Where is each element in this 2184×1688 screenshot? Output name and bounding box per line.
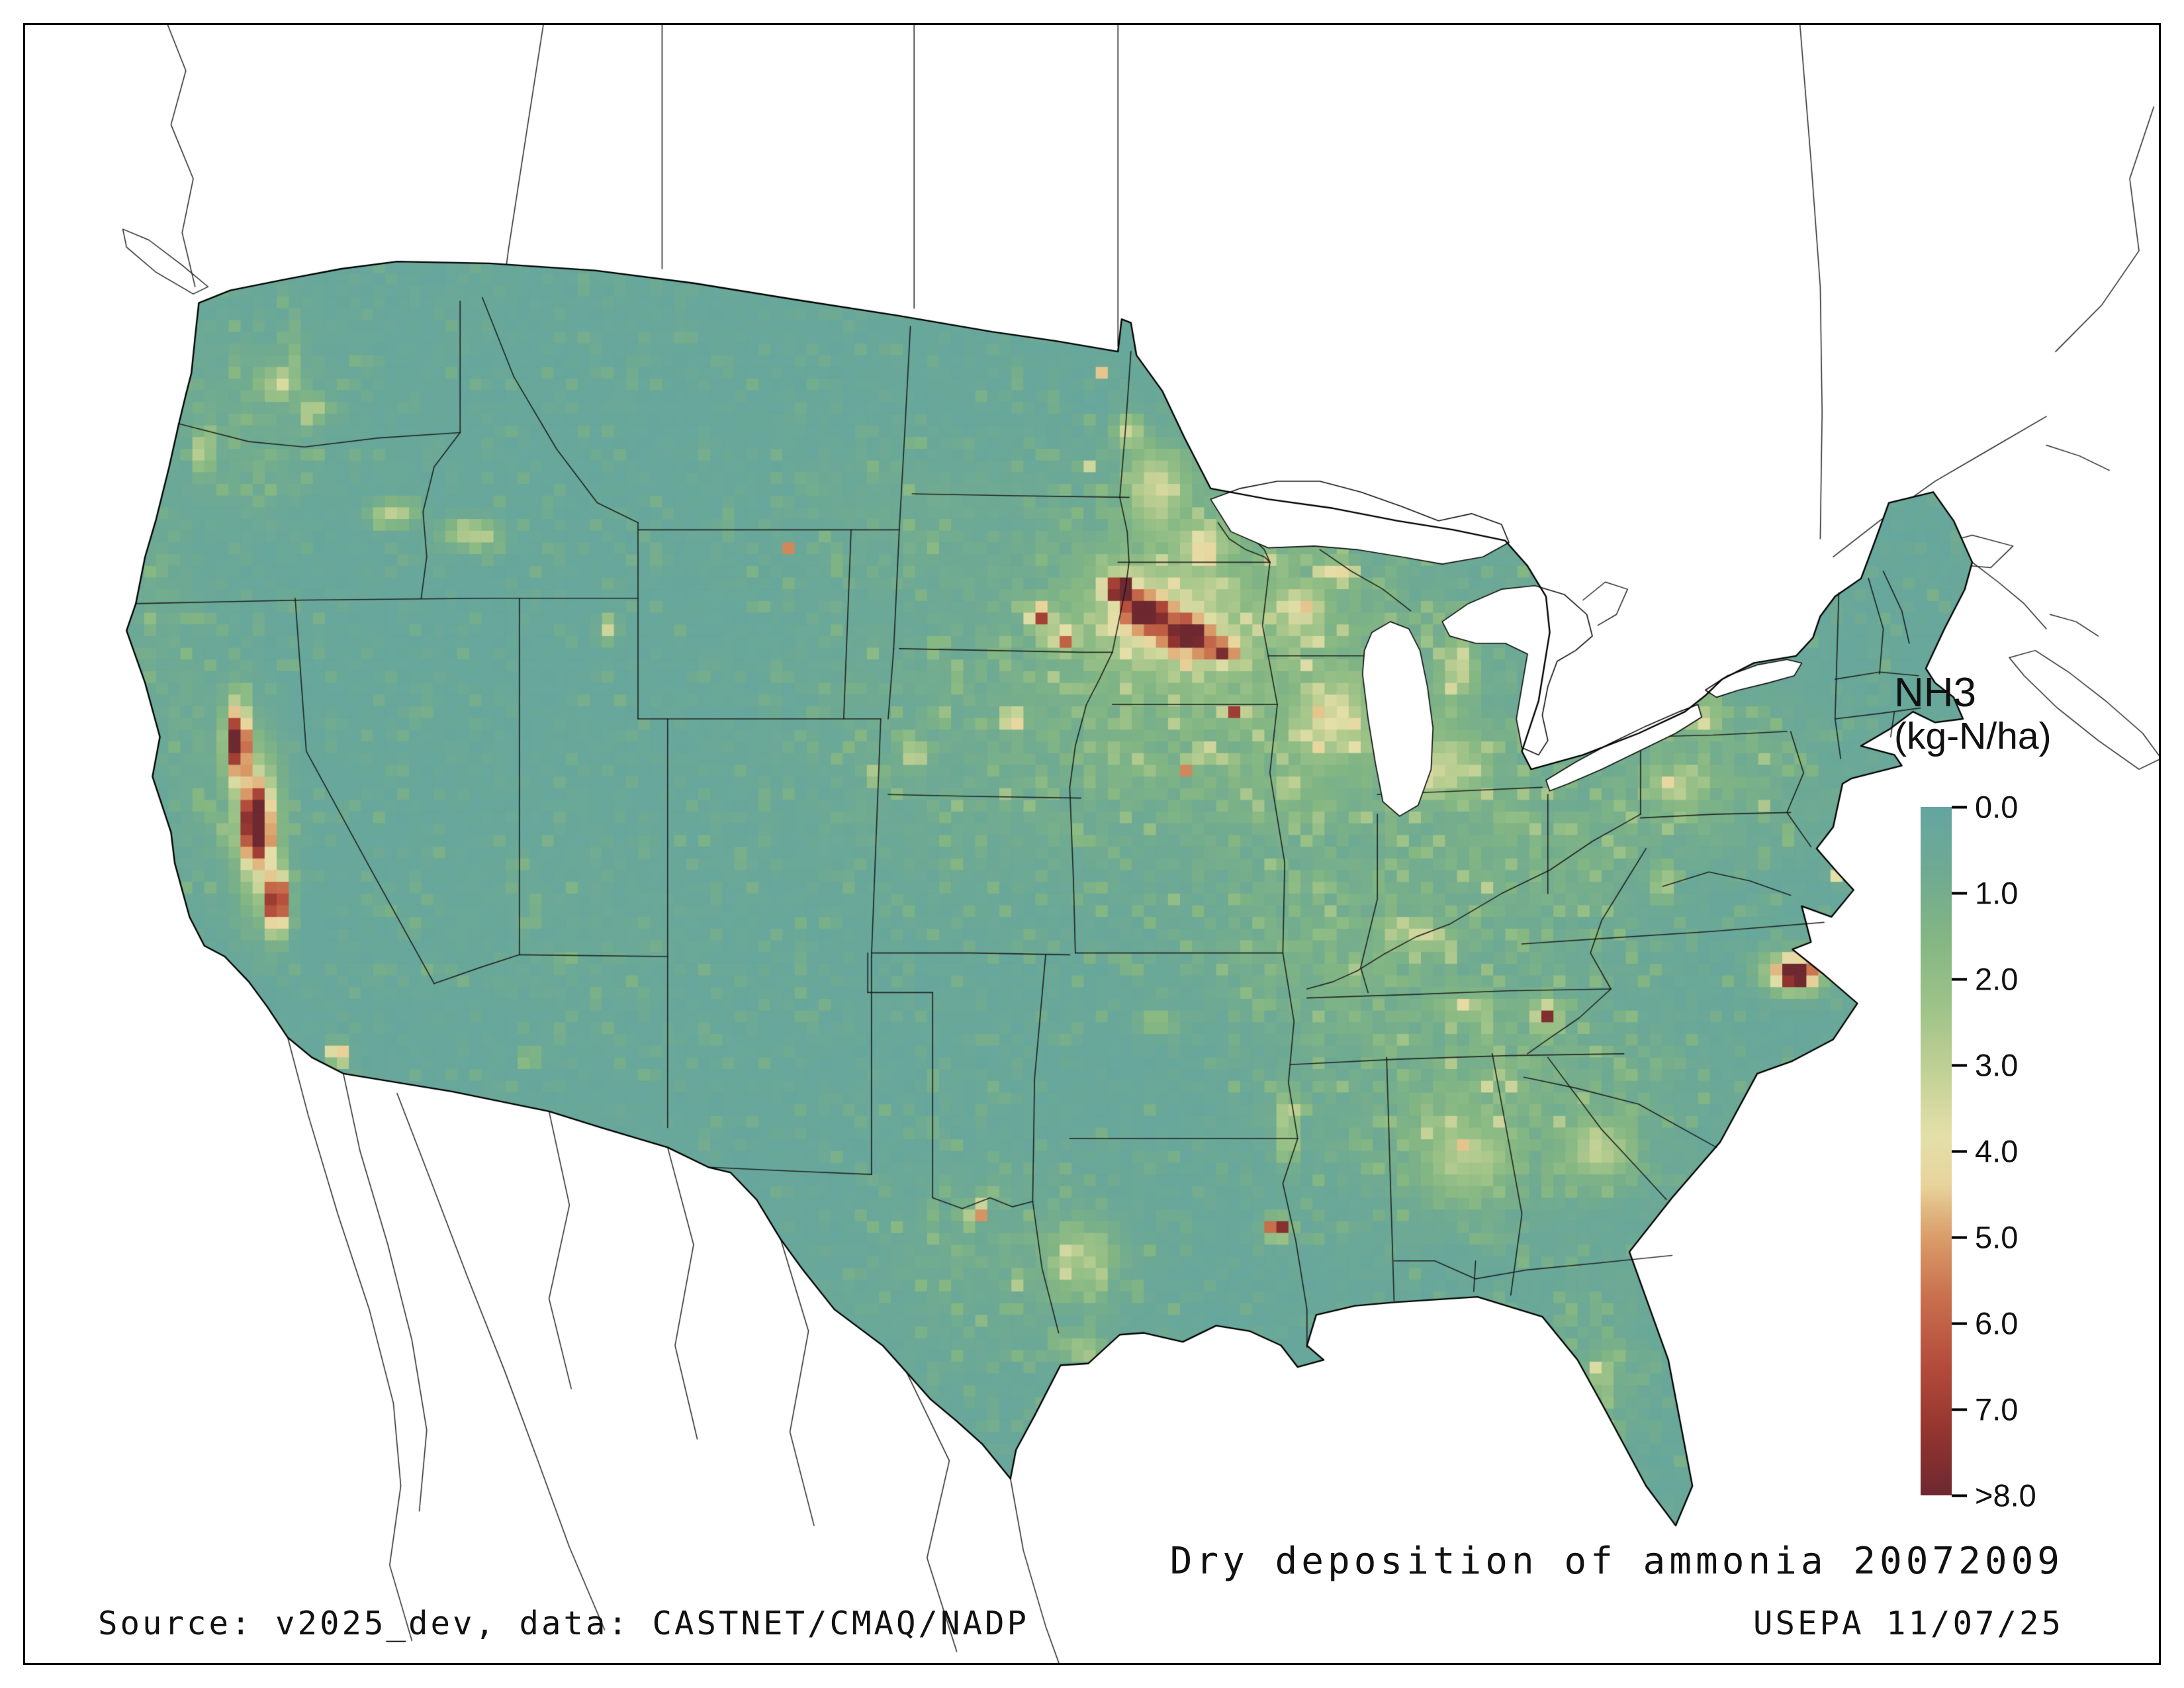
tick-mark <box>1952 1236 1967 1239</box>
legend-tick: >8.0 <box>1952 1477 2036 1514</box>
agency-date-note: USEPA 11/07/25 <box>1752 1605 2064 1642</box>
legend-tick: 5.0 <box>1952 1219 2018 1256</box>
tick-label: 7.0 <box>1975 1391 2019 1427</box>
source-note: Source: v2025_dev, data: CASTNET/CMAQ/NA… <box>98 1605 1030 1642</box>
legend-tick: 6.0 <box>1952 1305 2018 1342</box>
tick-label: 6.0 <box>1975 1305 2019 1341</box>
tick-mark <box>1952 1064 1967 1067</box>
legend-tick: 1.0 <box>1952 875 2018 912</box>
tick-mark <box>1952 1408 1967 1411</box>
legend-tick: 3.0 <box>1952 1047 2018 1084</box>
map-legend: NH3 (kg-N/ha) 0.0 1.0 2.0 3.0 4.0 5.0 6.0 7.0 >8… <box>1894 670 2172 1513</box>
legend-tick: 7.0 <box>1952 1391 2018 1428</box>
legend-tick: 0.0 <box>1952 789 2018 825</box>
legend-units: (kg-N/ha) <box>1894 715 2052 758</box>
tick-mark <box>1952 1322 1967 1325</box>
tick-label: >8.0 <box>1975 1477 2036 1513</box>
tick-mark <box>1952 806 1967 809</box>
legend-colorbar <box>1921 807 1952 1496</box>
tick-mark <box>1952 978 1967 981</box>
legend-tick-column: 0.0 1.0 2.0 3.0 4.0 5.0 6.0 7.0 >8.0 <box>1952 790 2150 1513</box>
us-ammonia-deposition-map <box>25 25 2159 1663</box>
tick-label: 1.0 <box>1975 875 2019 911</box>
tick-mark <box>1952 892 1967 895</box>
legend-title: NH3 <box>1894 670 1977 716</box>
tick-label: 4.0 <box>1975 1133 2019 1169</box>
legend-tick: 4.0 <box>1952 1133 2018 1170</box>
map-title: Dry deposition of ammonia 20072009 <box>1169 1540 2064 1583</box>
tick-label: 3.0 <box>1975 1047 2019 1083</box>
legend-body: 0.0 1.0 2.0 3.0 4.0 5.0 6.0 7.0 >8.0 <box>1894 790 2172 1513</box>
tick-label: 0.0 <box>1975 789 2019 825</box>
legend-tick: 2.0 <box>1952 961 2018 998</box>
tick-label: 5.0 <box>1975 1219 2019 1255</box>
tick-mark <box>1952 1494 1967 1497</box>
figure-border <box>23 23 2161 1665</box>
tick-label: 2.0 <box>1975 961 2019 997</box>
tick-mark <box>1952 1150 1967 1153</box>
